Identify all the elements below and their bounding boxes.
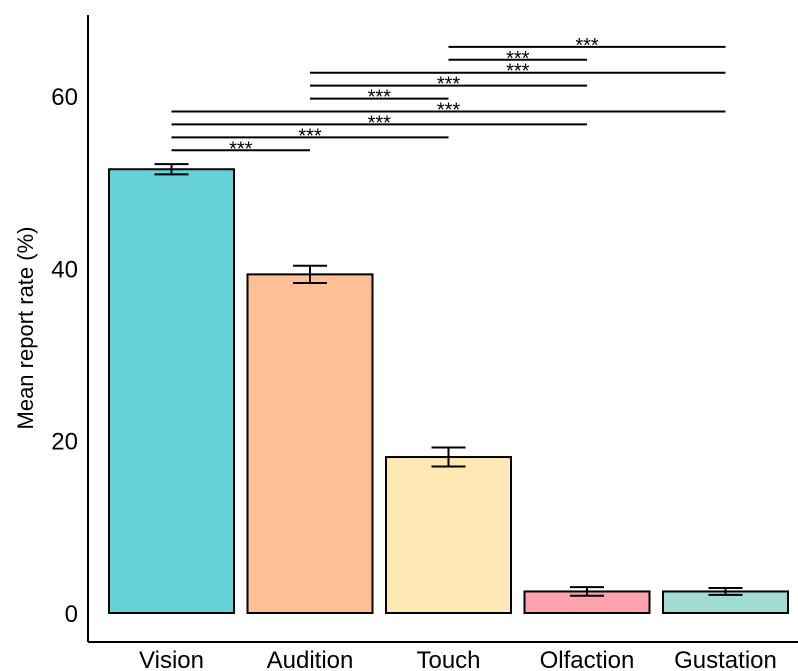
significance-label: *** — [229, 138, 253, 160]
x-tick-label-audition: Audition — [267, 647, 354, 671]
significance-label: *** — [298, 125, 322, 147]
significance-bracket-touch-olfaction: *** — [448, 48, 587, 70]
x-tick-label-olfaction: Olfaction — [540, 647, 635, 671]
bar-vision — [108, 168, 235, 614]
significance-bracket-audition-touch: *** — [310, 87, 449, 109]
significance-label: *** — [506, 48, 530, 70]
error-bar-audition — [293, 264, 327, 284]
y-axis-title: Mean report rate (%) — [13, 227, 38, 430]
significance-label: *** — [575, 35, 599, 57]
significance-brackets: *************************** — [171, 35, 726, 160]
significance-label: *** — [368, 87, 392, 109]
significance-label: *** — [437, 74, 461, 96]
significance-bracket-audition-gustation: *** — [310, 61, 726, 83]
error-bars — [154, 163, 743, 597]
y-tick-label-20: 20 — [51, 429, 78, 456]
x-tick-label-touch: Touch — [416, 647, 480, 671]
significance-bracket-audition-olfaction: *** — [310, 74, 587, 96]
y-tick-label-40: 40 — [51, 256, 78, 283]
bars — [108, 168, 789, 614]
y-tick-labels: 0 20 40 60 — [51, 84, 78, 628]
error-bar-olfaction — [570, 586, 604, 597]
axes — [87, 15, 798, 643]
bar-touch — [385, 456, 512, 614]
error-bar-vision — [154, 163, 189, 176]
bar-audition — [246, 273, 374, 614]
y-tick-label-0: 0 — [65, 601, 78, 628]
x-tick-labels: Vision Audition Touch Olfaction Gustation — [139, 647, 777, 671]
significance-label: *** — [506, 61, 530, 83]
error-bar-touch — [431, 446, 466, 468]
significance-label: *** — [368, 112, 392, 134]
significance-bracket-touch-gustation: *** — [448, 35, 726, 57]
x-tick-label-gustation: Gustation — [674, 647, 777, 671]
error-bar-gustation — [708, 587, 743, 596]
x-tick-label-vision: Vision — [139, 647, 204, 671]
significance-bracket-vision-audition: *** — [171, 138, 310, 160]
significance-bracket-vision-touch: *** — [171, 125, 449, 147]
significance-label: *** — [437, 100, 461, 122]
significance-bracket-vision-gustation: *** — [171, 100, 726, 122]
significance-bracket-vision-olfaction: *** — [171, 112, 587, 134]
y-tick-label-60: 60 — [51, 84, 78, 111]
